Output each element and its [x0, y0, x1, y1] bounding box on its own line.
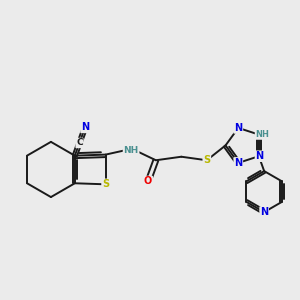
- Text: N: N: [256, 151, 264, 161]
- Text: S: S: [203, 155, 210, 165]
- Text: N: N: [260, 207, 268, 217]
- Text: O: O: [144, 176, 152, 187]
- Text: S: S: [102, 179, 109, 189]
- Text: N: N: [234, 158, 242, 168]
- Text: C: C: [76, 138, 83, 147]
- Text: NH: NH: [124, 146, 139, 155]
- Text: NH: NH: [255, 130, 269, 139]
- Text: N: N: [81, 122, 89, 132]
- Text: N: N: [234, 123, 242, 133]
